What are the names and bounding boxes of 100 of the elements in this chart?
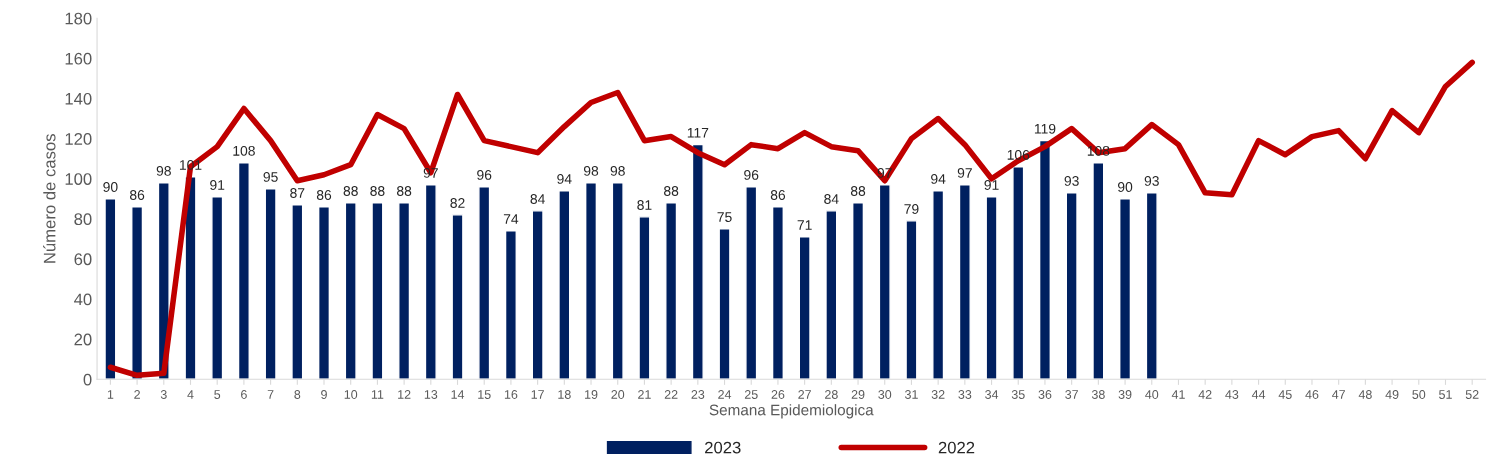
data-label: 98 (610, 166, 625, 176)
x-tick-label: 49 (1385, 390, 1399, 399)
bar (745, 186, 758, 380)
x-tick-label: 44 (1251, 390, 1266, 399)
y-tick-label: 140 (65, 92, 92, 105)
bar (985, 196, 998, 380)
x-tick-label: 7 (267, 390, 274, 399)
bar (691, 143, 704, 380)
bar (852, 202, 865, 380)
bar (398, 202, 411, 380)
x-tick-label: 33 (958, 390, 972, 399)
x-tick-label: 45 (1278, 390, 1292, 399)
data-label: 94 (931, 174, 946, 184)
x-tick-label: 38 (1091, 390, 1105, 399)
data-label: 71 (797, 220, 812, 230)
bar (104, 198, 117, 380)
x-tick-label: 20 (611, 390, 625, 399)
data-label: 81 (637, 200, 652, 210)
data-label: 95 (263, 172, 278, 182)
x-tick-label: 9 (321, 390, 327, 399)
x-tick-label: 48 (1358, 390, 1372, 399)
x-tick-label: 22 (664, 390, 678, 399)
y-tick-label: 0 (83, 373, 92, 386)
x-tick-label: 42 (1198, 390, 1212, 399)
x-tick-label: 8 (294, 390, 301, 399)
data-label: 94 (557, 174, 572, 184)
data-label: 119 (1034, 123, 1056, 134)
bar (1065, 192, 1078, 380)
data-label: 90 (1117, 182, 1133, 192)
x-tick-label: 24 (718, 390, 732, 399)
bar (878, 184, 891, 380)
x-tick-label: 18 (558, 390, 571, 399)
data-label: 88 (370, 186, 385, 196)
bar (131, 206, 144, 380)
data-label: 91 (984, 180, 999, 190)
y-tick-label: 180 (65, 12, 92, 25)
x-tick-label: 29 (851, 390, 865, 399)
x-tick-label: 11 (371, 390, 384, 399)
x-tick-label: 43 (1225, 390, 1239, 399)
x-tick-label: 32 (931, 390, 945, 399)
legend-label: 2022 (938, 441, 975, 454)
x-tick-label: 35 (1011, 390, 1025, 399)
bar (558, 190, 571, 380)
data-label: 96 (744, 170, 759, 180)
bar (958, 184, 971, 380)
bar (611, 182, 624, 380)
data-label: 86 (316, 190, 332, 200)
x-tick-label: 13 (424, 390, 438, 399)
bar (291, 204, 304, 380)
bar (1145, 192, 1158, 380)
data-label: 87 (290, 188, 305, 198)
data-label: 93 (1064, 176, 1079, 186)
x-tick-label: 1 (107, 390, 114, 399)
x-tick-label: 5 (214, 390, 221, 399)
data-label: 108 (233, 145, 255, 156)
bar (451, 214, 464, 380)
x-tick-label: 40 (1145, 390, 1159, 399)
bar (424, 184, 437, 380)
x-tick-label: 50 (1412, 390, 1426, 399)
data-label: 84 (530, 194, 545, 204)
x-tick-label: 6 (241, 390, 247, 399)
data-label: 88 (396, 186, 412, 196)
data-label: 86 (770, 190, 786, 200)
data-label: 79 (904, 204, 919, 214)
x-tick-label: 39 (1118, 390, 1132, 399)
x-tick-label: 19 (585, 390, 598, 399)
x-tick-label: 2 (134, 390, 140, 399)
x-tick-label: 52 (1465, 390, 1479, 399)
bar (184, 176, 197, 380)
x-tick-label: 16 (504, 390, 518, 399)
bar (1119, 198, 1132, 380)
y-tick-label: 40 (74, 293, 92, 306)
bar (344, 202, 357, 380)
y-axis-title: Número de casos (43, 134, 56, 263)
data-label: 88 (664, 186, 679, 196)
bar (638, 216, 651, 380)
bar (718, 228, 731, 380)
y-tick-label: 20 (74, 333, 92, 346)
bar (371, 202, 384, 380)
data-label: 98 (156, 166, 171, 176)
x-tick-label: 10 (344, 390, 358, 399)
data-label: 74 (503, 214, 519, 224)
bar (771, 206, 784, 380)
data-label: 98 (583, 166, 599, 176)
x-tick-label: 36 (1038, 390, 1052, 399)
bar (905, 220, 918, 380)
data-label: 86 (129, 190, 145, 200)
x-tick-label: 17 (531, 390, 544, 399)
bar (478, 186, 491, 380)
x-tick-label: 31 (904, 390, 918, 399)
data-label: 97 (957, 168, 972, 178)
y-tick-label: 120 (65, 133, 92, 145)
data-label: 91 (210, 180, 225, 190)
x-tick-label: 41 (1171, 390, 1185, 399)
x-axis-title: Semana Epidemiologica (709, 404, 874, 419)
y-tick-label: 60 (74, 253, 92, 266)
y-tick-label: 80 (74, 213, 92, 226)
bar (1038, 139, 1051, 380)
x-tick-label: 47 (1332, 390, 1345, 399)
x-tick-label: 4 (187, 390, 194, 399)
